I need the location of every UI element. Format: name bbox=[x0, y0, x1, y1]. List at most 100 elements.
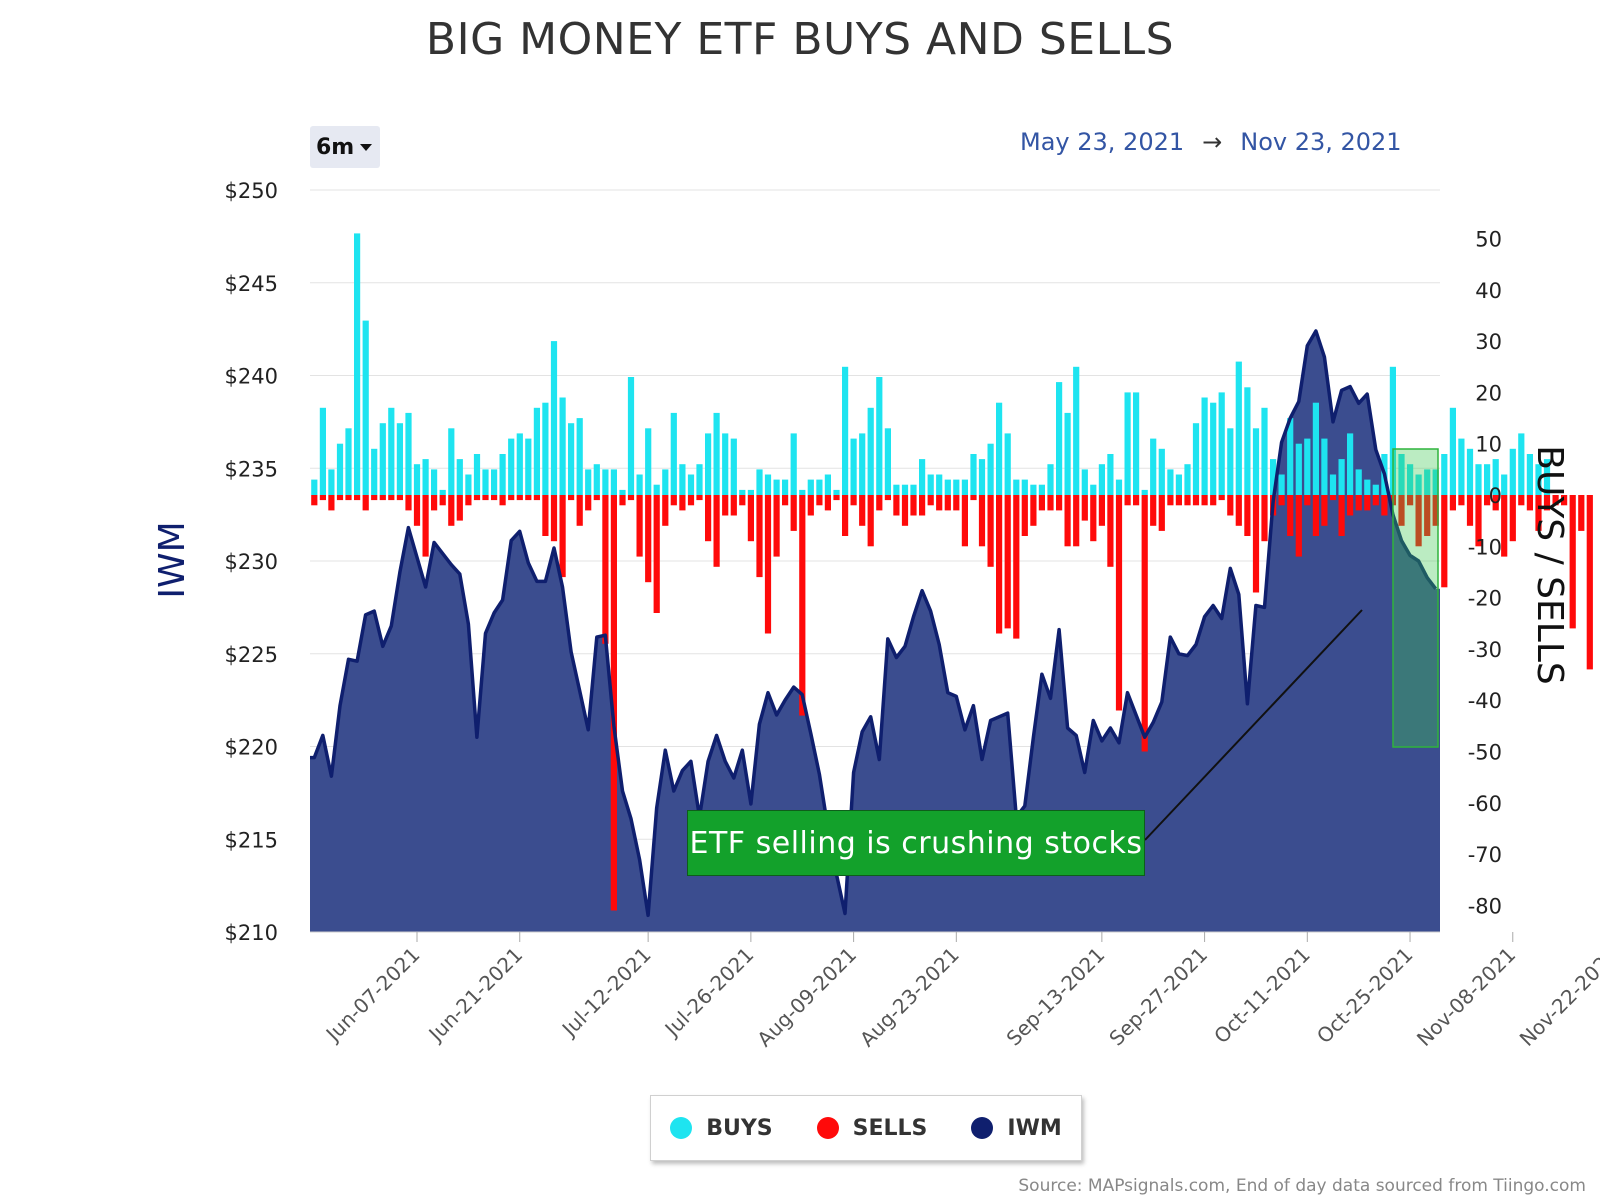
sells-bar bbox=[1287, 495, 1294, 536]
buys-bar bbox=[610, 469, 617, 495]
right-tick-label: -30 bbox=[1468, 638, 1502, 662]
buys-bar bbox=[1090, 484, 1097, 495]
buys-bar bbox=[645, 428, 652, 495]
legend-item-sells[interactable]: SELLS bbox=[816, 1116, 927, 1141]
buys-bar bbox=[542, 402, 549, 495]
sells-bar bbox=[1192, 495, 1200, 506]
buys-bar bbox=[396, 423, 403, 495]
buys-bar bbox=[1518, 433, 1525, 495]
sells-bar bbox=[1381, 495, 1388, 516]
sells-bar bbox=[756, 495, 763, 578]
sells-bar bbox=[499, 495, 506, 506]
sells-bar bbox=[884, 495, 891, 501]
buys-bar bbox=[1304, 438, 1311, 495]
sells-bar bbox=[1158, 495, 1165, 531]
sells-bar bbox=[473, 495, 481, 501]
right-tick-label: -70 bbox=[1468, 843, 1502, 867]
buys-bar bbox=[722, 433, 729, 495]
sells-bar bbox=[456, 495, 463, 521]
date-range[interactable]: May 23, 2021 → Nov 23, 2021 bbox=[1020, 128, 1402, 156]
sells-bar bbox=[1038, 495, 1045, 511]
buys-bar bbox=[388, 407, 395, 495]
buys-bar bbox=[1021, 479, 1028, 495]
sells-bar bbox=[936, 495, 943, 511]
buys-bar bbox=[336, 443, 344, 495]
sells-bar bbox=[1518, 495, 1525, 506]
x-tick-label: Jul-26-2021 bbox=[659, 943, 759, 1043]
sells-bar bbox=[319, 495, 326, 501]
sells-bar bbox=[1535, 495, 1542, 531]
legend-item-iwm[interactable]: IWM bbox=[971, 1116, 1062, 1141]
date-to[interactable]: Nov 23, 2021 bbox=[1240, 128, 1402, 156]
sells-bar bbox=[696, 495, 703, 501]
buys-bar bbox=[961, 479, 968, 495]
sells-bar bbox=[987, 495, 994, 567]
buys-bar bbox=[807, 479, 814, 495]
sells-bar bbox=[1492, 495, 1499, 511]
buys-bar bbox=[473, 454, 481, 495]
sells-bar bbox=[807, 495, 814, 516]
sells-bar bbox=[867, 495, 874, 547]
sells-bar bbox=[328, 495, 335, 511]
buys-bar bbox=[1098, 464, 1105, 495]
buys-bar bbox=[1047, 464, 1054, 495]
buys-bar bbox=[653, 484, 660, 495]
sells-bar bbox=[533, 495, 540, 501]
legend-item-buys[interactable]: BUYS bbox=[670, 1116, 773, 1141]
buys-bar bbox=[1124, 392, 1131, 495]
buys-bar bbox=[311, 479, 318, 495]
buys-bar bbox=[1270, 459, 1277, 495]
buys-bar bbox=[1295, 443, 1302, 495]
sells-bar bbox=[978, 495, 986, 547]
highlight-box bbox=[1392, 448, 1439, 748]
sells-bar bbox=[1432, 495, 1439, 526]
legend-dot-icon bbox=[670, 1117, 693, 1139]
bars-layer bbox=[311, 233, 1593, 911]
sells-bar bbox=[722, 495, 729, 516]
sells-bar bbox=[448, 495, 455, 526]
buys-bar bbox=[1364, 479, 1371, 495]
buys-bar bbox=[319, 407, 326, 495]
buys-bar bbox=[1167, 469, 1174, 495]
sells-bar bbox=[1167, 495, 1174, 506]
buys-bar bbox=[884, 428, 891, 495]
left-tick-label: $230 bbox=[225, 550, 278, 574]
buys-bar bbox=[1355, 469, 1362, 495]
sells-bar bbox=[311, 495, 318, 506]
buys-bar bbox=[1407, 464, 1414, 495]
buys-bar bbox=[1252, 428, 1260, 495]
sells-bar bbox=[388, 495, 395, 501]
sells-bar bbox=[1407, 495, 1414, 506]
sells-bar bbox=[1526, 495, 1533, 511]
buys-bar bbox=[456, 459, 463, 495]
right-tick-label: 10 bbox=[1475, 433, 1502, 457]
right-tick-label: 50 bbox=[1475, 228, 1502, 252]
sells-bar bbox=[713, 495, 720, 567]
buys-bar bbox=[465, 474, 472, 495]
sells-bar bbox=[1338, 495, 1345, 536]
buys-bar bbox=[525, 438, 532, 495]
sells-bar bbox=[516, 495, 523, 501]
sells-bar bbox=[439, 495, 446, 506]
buys-bar bbox=[1278, 474, 1285, 495]
buys-bar bbox=[842, 366, 849, 496]
source-note: Source: MAPsignals.com, End of day data … bbox=[1018, 1176, 1586, 1196]
buys-bar bbox=[953, 479, 960, 495]
sells-bar bbox=[687, 495, 695, 506]
buys-bar bbox=[687, 474, 695, 495]
sells-bar bbox=[893, 495, 900, 516]
date-from[interactable]: May 23, 2021 bbox=[1020, 128, 1185, 156]
buys-bar bbox=[354, 233, 361, 495]
buys-bar bbox=[910, 484, 917, 495]
buys-bar bbox=[1543, 459, 1551, 495]
buys-bar bbox=[602, 469, 609, 495]
range-selector-button[interactable]: 6m bbox=[310, 126, 380, 168]
range-selector-label: 6m bbox=[316, 134, 355, 160]
sells-bar bbox=[1278, 495, 1285, 506]
sells-bar bbox=[944, 495, 951, 511]
right-tick-label: -80 bbox=[1468, 894, 1502, 918]
sells-bar bbox=[371, 495, 378, 501]
right-tick-label: -40 bbox=[1468, 689, 1502, 713]
buys-bar bbox=[1235, 361, 1242, 495]
buys-bar bbox=[790, 433, 797, 495]
